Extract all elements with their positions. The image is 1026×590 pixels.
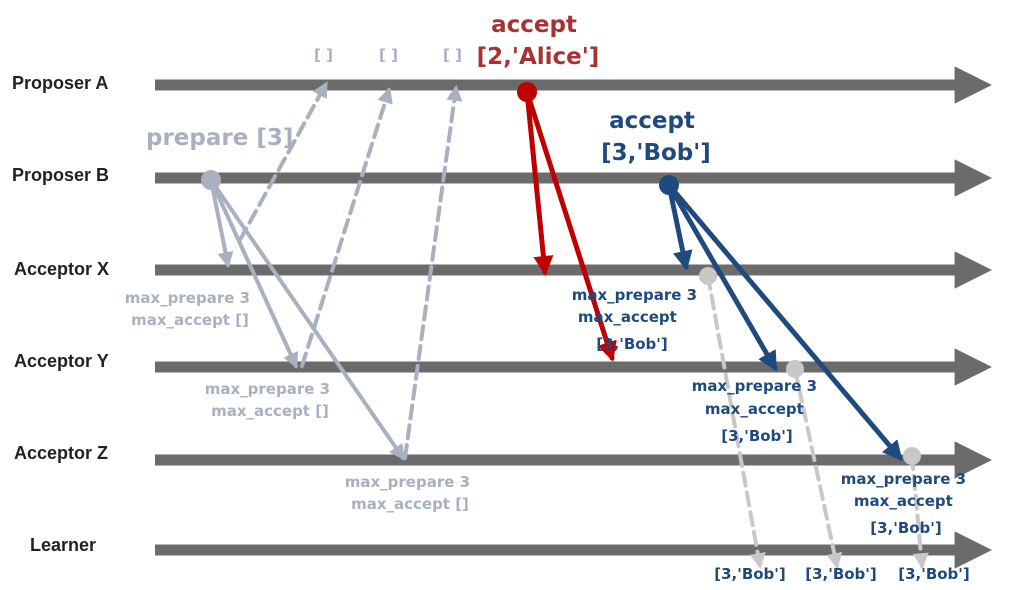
promise-reply-2: [ ] [379, 46, 398, 64]
accept-bob-arrows [666, 182, 903, 462]
acceptor-x-accept-line2: max_accept [578, 308, 677, 326]
acceptor-y-accept-line2: max_accept [705, 400, 804, 418]
acceptor-y-accept-line3: [3,'Bob'] [721, 427, 793, 445]
accept-alice-origin-dot [517, 82, 537, 102]
accept-alice-arrow-to-y [524, 89, 617, 362]
acceptor-x-accept-line1: max_prepare 3 [572, 286, 697, 304]
accept-alice-arrows [524, 89, 617, 362]
acceptor-z-accept-line1: max_prepare 3 [841, 470, 966, 488]
lane-label-acceptor-x: Acceptor X [14, 259, 109, 279]
promise-reply-3: [ ] [443, 46, 462, 64]
accept-bob-label-line2: [3,'Bob'] [601, 140, 711, 166]
promise-arrow-from-y [300, 86, 393, 368]
acceptor-z-state-accept: max_prepare 3 max_accept [3,'Bob'] [841, 470, 972, 537]
prepare-label: prepare [3] [146, 125, 293, 151]
acceptor-z-state-prepare: max_prepare 3 max_accept [] [345, 473, 476, 513]
lane-label-proposer-b: Proposer B [12, 165, 109, 185]
prepare-arrow-to-y [209, 178, 298, 369]
acceptor-z-accept-line2: max_accept [854, 492, 953, 510]
accept-bob-label-line1: accept [609, 108, 695, 134]
acceptor-y-state-accept: max_prepare 3 max_accept [3,'Bob'] [692, 377, 823, 445]
prepare-origin-dot [201, 170, 221, 190]
prepare-arrow-to-x [209, 178, 234, 269]
accept-alice-label-line1: accept [491, 12, 577, 38]
learn-origin-dot-z [903, 447, 921, 465]
acceptor-z-accept-line3: [3,'Bob'] [870, 519, 942, 537]
acceptor-z-state-line1: max_prepare 3 [345, 473, 470, 491]
accept-bob-origin-dot [659, 175, 679, 195]
lane-label-acceptor-y: Acceptor Y [14, 351, 109, 371]
learner-value-2: [3,'Bob'] [805, 565, 877, 583]
acceptor-y-state-line1: max_prepare 3 [205, 380, 330, 398]
promise-arrow-from-x [238, 81, 328, 242]
learner-value-3: [3,'Bob'] [898, 565, 970, 583]
acceptor-y-accept-line1: max_prepare 3 [692, 377, 817, 395]
learn-origin-dot-x [699, 267, 717, 285]
acceptor-y-state-line2: max_accept [] [211, 402, 329, 420]
promise-arrow-from-z [403, 84, 463, 460]
acceptor-x-state-line2: max_accept [] [131, 311, 249, 329]
learn-arrow-from-z [910, 454, 929, 570]
learn-arrow-from-x [706, 274, 766, 570]
lane-label-learner: Learner [30, 535, 96, 555]
learn-origin-dot-y [786, 360, 804, 378]
acceptor-y-state-prepare: max_prepare 3 max_accept [] [205, 380, 336, 420]
promise-reply-1: [ ] [314, 46, 333, 64]
accept-alice-label: accept [2,'Alice'] [477, 12, 600, 70]
accept-bob-label: accept [3,'Bob'] [601, 108, 711, 166]
acceptor-z-state-line2: max_accept [] [351, 495, 469, 513]
prepare-phase [209, 81, 463, 461]
learn-arrows [706, 274, 929, 570]
accept-alice-arrow-to-x [524, 89, 554, 276]
acceptor-x-state-prepare: max_prepare 3 max_accept [] [125, 289, 256, 329]
accept-bob-arrow-to-z [666, 182, 903, 462]
accept-bob-arrow-to-y [666, 182, 778, 372]
acceptor-x-accept-line3: [3,'Bob'] [596, 335, 668, 353]
learn-arrow-from-y [793, 367, 843, 570]
prepare-arrow-to-z [209, 178, 405, 461]
lane-label-proposer-a: Proposer A [12, 73, 108, 93]
acceptor-x-state-accept: max_prepare 3 max_accept [3,'Bob'] [572, 286, 703, 353]
acceptor-x-state-line1: max_prepare 3 [125, 289, 250, 307]
learner-value-1: [3,'Bob'] [714, 565, 786, 583]
accept-alice-label-line2: [2,'Alice'] [477, 44, 600, 70]
accept-bob-arrow-to-x [666, 182, 693, 271]
lane-label-acceptor-z: Acceptor Z [14, 443, 108, 463]
